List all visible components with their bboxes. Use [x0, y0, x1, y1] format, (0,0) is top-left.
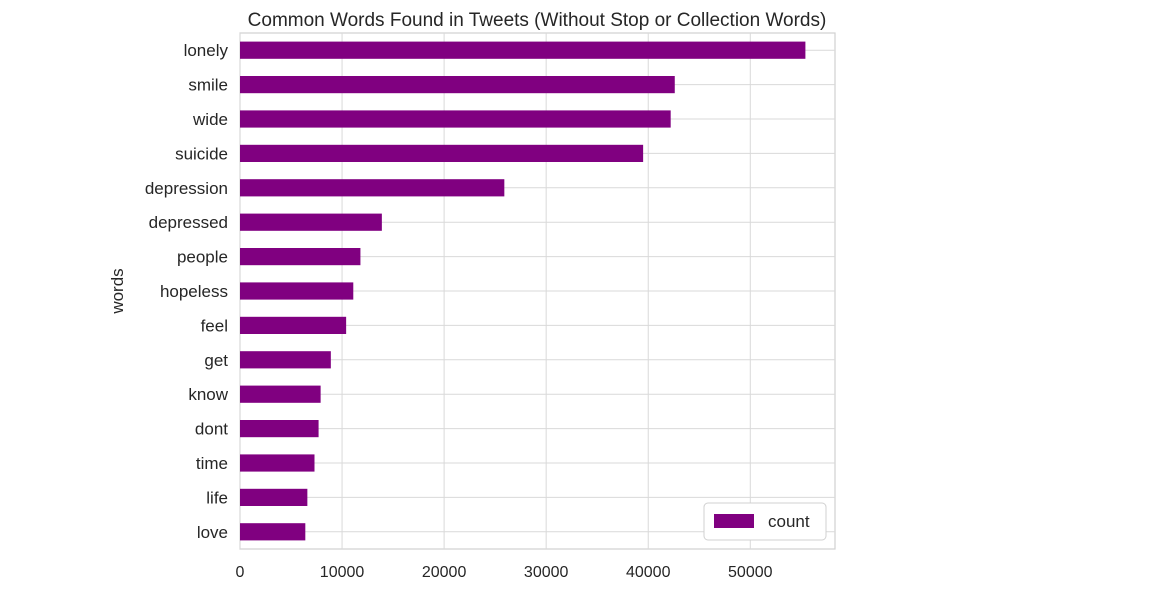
- chart-title: Common Words Found in Tweets (Without St…: [248, 10, 827, 31]
- y-tick-label-love: love: [197, 523, 228, 542]
- y-tick-label-know: know: [188, 385, 228, 404]
- y-tick-label-people: people: [177, 248, 228, 267]
- x-tick-label: 50000: [728, 564, 773, 581]
- y-tick-label-lonely: lonely: [184, 41, 229, 60]
- bar-depressed: [240, 213, 382, 231]
- y-tick-label-depressed: depressed: [149, 213, 228, 232]
- y-tick-label-get: get: [204, 351, 228, 370]
- y-tick-label-feel: feel: [201, 316, 228, 335]
- bar-smile: [240, 76, 675, 94]
- x-tick-label: 20000: [422, 564, 467, 581]
- y-tick-label-depression: depression: [145, 179, 228, 198]
- legend-swatch: [714, 514, 754, 528]
- y-tick-label-life: life: [206, 488, 228, 507]
- x-tick-label: 40000: [626, 564, 671, 581]
- legend-entry-count: count: [768, 512, 810, 531]
- x-tick-label: 0: [236, 564, 245, 581]
- bar-life: [240, 488, 308, 506]
- bars: [240, 41, 806, 541]
- legend: count: [703, 502, 827, 541]
- y-tick-label-dont: dont: [195, 420, 228, 439]
- bar-dont: [240, 420, 319, 438]
- x-tick-label: 30000: [524, 564, 569, 581]
- bar-get: [240, 351, 331, 369]
- y-tick-label-time: time: [196, 454, 228, 473]
- bar-feel: [240, 316, 347, 334]
- y-tick-label-wide: wide: [192, 110, 228, 129]
- x-tick-labels: 0 10000 20000 30000 40000 50000: [236, 564, 773, 581]
- y-tick-label-suicide: suicide: [175, 144, 228, 163]
- bar-time: [240, 454, 315, 472]
- x-tick-label: 10000: [320, 564, 365, 581]
- bar-love: [240, 523, 306, 541]
- y-tick-label-smile: smile: [188, 76, 228, 95]
- bar-suicide: [240, 144, 644, 162]
- y-tick-label-hopeless: hopeless: [160, 282, 228, 301]
- bar-wide: [240, 110, 671, 128]
- y-axis-label: words: [108, 268, 127, 314]
- legend-box: [703, 502, 827, 541]
- bar-hopeless: [240, 282, 354, 300]
- bar-lonely: [240, 41, 806, 59]
- y-tick-labels: lonely smile wide suicide depression depresse…: [145, 41, 229, 542]
- bar-depression: [240, 179, 505, 197]
- bar-people: [240, 248, 361, 266]
- bar-know: [240, 385, 321, 403]
